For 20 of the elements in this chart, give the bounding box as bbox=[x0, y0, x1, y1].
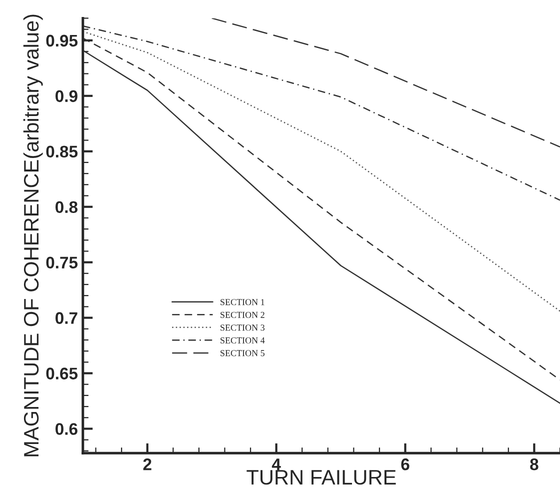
y-tick-label: 0.65 bbox=[46, 368, 78, 380]
y-tick-label: 0.7 bbox=[56, 312, 78, 324]
y-tick-label: 0.6 bbox=[56, 423, 78, 435]
x-axis-title: TURN FAILURE bbox=[246, 470, 396, 485]
x-tick-label: 6 bbox=[401, 458, 410, 470]
legend-label: SECTION 3 bbox=[220, 324, 264, 331]
legend-label: SECTION 5 bbox=[220, 350, 264, 356]
y-tick-label: 0.75 bbox=[46, 256, 78, 268]
x-tick-label: 4 bbox=[272, 458, 281, 470]
legend-label: SECTION 4 bbox=[220, 337, 265, 344]
y-tick-label: 0.9 bbox=[56, 90, 78, 102]
y-axis-title: MAGNITUDE OF COHERENCE(arbitrary value) bbox=[23, 14, 43, 456]
x-tick-label: 2 bbox=[143, 458, 152, 470]
x-tick-label: 8 bbox=[530, 458, 538, 470]
y-tick-label: 0.85 bbox=[46, 146, 78, 158]
y-tick-label: 0.95 bbox=[46, 34, 78, 47]
legend-label: SECTION 1 bbox=[220, 299, 264, 306]
y-tick-label: 0.8 bbox=[56, 201, 78, 214]
line-series bbox=[82, 25, 560, 201]
legend-label: SECTION 2 bbox=[220, 312, 264, 318]
